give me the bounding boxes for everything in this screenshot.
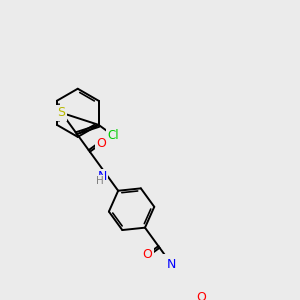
Text: O: O bbox=[96, 137, 106, 150]
Text: H: H bbox=[96, 176, 104, 186]
Text: O: O bbox=[142, 248, 152, 261]
Text: N: N bbox=[97, 170, 107, 183]
Text: N: N bbox=[167, 258, 176, 271]
Text: S: S bbox=[58, 106, 65, 119]
Text: O: O bbox=[196, 291, 206, 300]
Text: Cl: Cl bbox=[107, 129, 119, 142]
